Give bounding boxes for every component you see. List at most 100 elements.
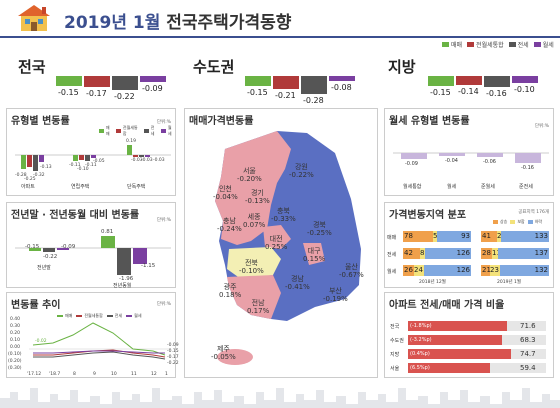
data-label: -0.11 [85, 163, 97, 168]
panel-title: 전년말 · 전년동월 대비 변동률 [11, 210, 140, 221]
x-tick: 11 [131, 372, 137, 377]
row-label: 월세 [387, 269, 397, 275]
data-label: -0.13 [40, 165, 52, 170]
summary-value: -0.28 [303, 96, 324, 105]
map-label-daejeon: 대전 0.25% [265, 235, 288, 251]
unit-label: 단위:% [156, 302, 171, 307]
summary-bar [301, 76, 327, 94]
y-tick: (0.20) [8, 359, 22, 364]
map-label-chungbuk: 충북 -0.33% [271, 207, 296, 223]
data-label: -0.09 [61, 244, 76, 250]
ratio-row: 지방 (0.4%p) 74.7 [390, 348, 550, 360]
chart-bar [117, 248, 131, 275]
panel-distribution: 가격변동지역 분포 공표지역 176개 상승 보합 하락 매매 78 5 93 … [384, 202, 554, 288]
ratio-change: (-1.8%p) [410, 323, 432, 329]
category-label: 전년동월 [113, 283, 132, 289]
ratio-value: 68.3 [520, 336, 536, 344]
panel-type-change: 유형별 변동률 단위:% 매매 전월세통합 전세 월세 -0.28 -0.25 … [6, 108, 176, 196]
yearly-change-chart [15, 236, 171, 275]
y-tick: (0.30) [8, 366, 22, 371]
city-skyline-decoration [0, 388, 560, 408]
legend-item: 월세 [533, 40, 554, 49]
unit-label: 공표지역 176개 [518, 210, 549, 215]
chart-bar [515, 153, 541, 163]
ratio-label: 전국 [390, 324, 400, 330]
summary-bar [456, 76, 482, 85]
summary-value: -0.09 [142, 84, 163, 93]
summary-value: -0.15 [247, 88, 268, 97]
x-tick: 9 [93, 372, 96, 377]
map-label-jeonbuk: 전북 -0.10% [239, 259, 264, 275]
data-label: -1.96 [119, 276, 134, 282]
chart-bar [73, 155, 78, 161]
chart-bar [27, 155, 32, 167]
panel-title: 가격변동지역 분포 [389, 210, 467, 221]
y-tick: 0.40 [10, 317, 21, 322]
chart-bar [133, 248, 147, 264]
data-label: -1.15 [141, 263, 156, 269]
chart-bar [21, 155, 26, 169]
chart-bar [33, 155, 38, 171]
panel-yearly-change: 전년말 · 전년동월 대비 변동률 단위:% -0.15 -0.22 -0.09… [6, 202, 176, 289]
summary-bar [512, 76, 538, 83]
chart-bar [401, 153, 427, 159]
data-label: 0.19 [126, 139, 137, 144]
summary-region-capital: 수도권 [193, 58, 235, 76]
summary-value: -0.21 [275, 91, 296, 100]
chart-bar [91, 155, 96, 158]
chart-bar [139, 155, 144, 157]
ratio-value: 59.4 [520, 364, 536, 372]
map-label-incheon: 인천 -0.04% [213, 185, 238, 201]
chart-bar [101, 236, 115, 248]
map-region-yellow [227, 247, 281, 279]
category-label: 월세통합 [403, 184, 422, 190]
ratio-label: 서울 [390, 366, 400, 372]
summary-bar [484, 76, 510, 87]
y-tick: 0.20 [10, 331, 21, 336]
chart-bar [57, 248, 69, 250]
title-date: 2019년 1월 [64, 13, 161, 33]
ratio-value: 74.7 [520, 350, 536, 358]
data-label: -0.03 [131, 158, 143, 163]
map-label-ulsan: 울산 -0.67% [339, 263, 364, 279]
page-title: 2019년 1월 전국주택가격동향 [64, 8, 291, 33]
chart-bar [477, 153, 503, 157]
x-tick: '18.7 [49, 372, 61, 377]
summary-bar [428, 76, 454, 86]
legend-item: 전세 [508, 40, 529, 49]
ratio-fill [408, 335, 503, 345]
ratio-change: (6.5%p) [410, 365, 430, 371]
ratio-label: 수도권 [390, 338, 404, 344]
data-label: -0.03 [141, 158, 153, 163]
data-label: -0.16 [521, 165, 534, 171]
x-tick: 8 [73, 372, 76, 377]
panel-title: 변동률 추이 [11, 300, 61, 311]
header-bar: 2019년 1월 전국주택가격동향 [0, 0, 560, 38]
summary-bar [140, 76, 166, 82]
legend-swatch-jeonse [508, 42, 516, 47]
chart-bar [85, 155, 90, 161]
trend-legend: 매매 전월세통합 전세 월세 [57, 313, 142, 319]
legend-item: 매매 [442, 40, 462, 49]
category-label: 월세 [447, 184, 457, 190]
dist-bar: 42 8 126 [403, 248, 471, 259]
summary-bar [112, 76, 138, 90]
map-jeju [217, 349, 253, 365]
data-label: -0.22 [43, 254, 58, 260]
y-tick: 0.10 [10, 338, 21, 343]
data-label: -0.32 [33, 173, 45, 178]
period-label: 2019년 1월 [497, 280, 522, 285]
unit-label: 단위:% [156, 218, 171, 223]
ratio-fill [408, 321, 507, 331]
data-label: -0.09 [405, 161, 418, 167]
korea-map [215, 131, 361, 365]
x-tick: 10 [111, 372, 117, 377]
summary-region-local: 지방 [388, 58, 416, 76]
map-region-pink [263, 225, 291, 249]
data-label: 0.81 [101, 229, 114, 235]
period-label: 2018년 12월 [419, 280, 446, 285]
summary-region-national: 전국 [18, 58, 46, 76]
summary-value: -0.17 [86, 89, 107, 98]
map-label-gyeonggi: 경기 -0.13% [245, 189, 270, 205]
panel-map: 매매가격변동률 서울 -0.20% 인천 -0.04% 경기 -0.13% 강원 -0.… [184, 108, 378, 378]
